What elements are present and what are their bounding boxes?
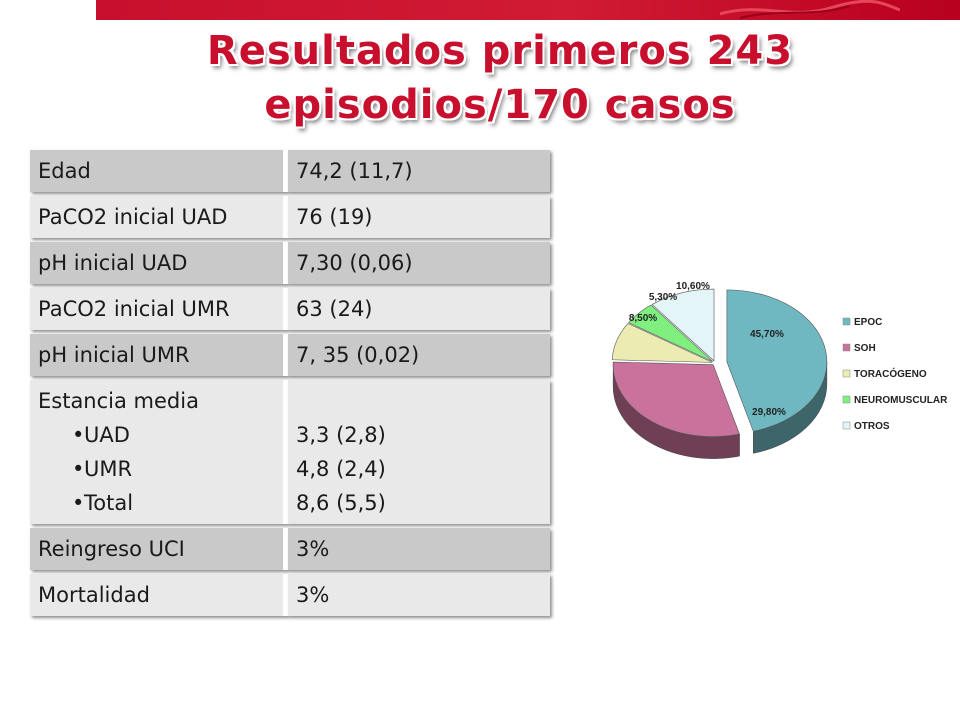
pie-data-label: 45,70% — [750, 329, 784, 340]
legend-swatch — [842, 369, 851, 378]
pie-slice-toracógeno — [611, 323, 713, 363]
row-label: Edad — [30, 150, 288, 192]
table-row: pH inicial UAD 7,30 (0,06) — [30, 242, 550, 284]
legend-entry: TORACÓGENO — [854, 367, 927, 380]
pie-slice-neuromuscular — [628, 304, 713, 362]
table-row: Edad 74,2 (11,7) — [30, 150, 550, 192]
row-label-text: Estancia media — [38, 389, 199, 413]
table-row: Mortalidad 3% — [30, 574, 550, 616]
row-value: 7,30 (0,06) — [288, 242, 550, 284]
row-value: 7, 35 (0,02) — [288, 334, 550, 376]
row-label: pH inicial UMR — [30, 334, 288, 376]
legend-entry: NEUROMUSCULAR — [854, 395, 948, 406]
diagnosis-pie-chart: 45,70% 29,80% 8,50% 5,30%10,60% EPOC SOH TORAC… — [611, 281, 948, 459]
row-value: 74,2 (11,7) — [288, 150, 550, 192]
row-label: pH inicial UAD — [30, 242, 288, 284]
list-item-value: 8,6 (5,5) — [296, 491, 386, 515]
pie-data-label: 10,60% — [676, 281, 710, 292]
table-row: PaCO2 inicial UMR 63 (24) — [30, 288, 550, 330]
legend-entry: SOH — [854, 343, 876, 354]
legend-entry: EPOC — [854, 317, 882, 328]
row-value: 76 (19) — [288, 196, 550, 238]
list-item: UAD — [72, 418, 275, 452]
list-item: Total — [72, 486, 275, 520]
row-value: 63 (24) — [288, 288, 550, 330]
legend-entry: OTROS — [854, 421, 890, 432]
table-row: PaCO2 inicial UAD 76 (19) — [30, 196, 550, 238]
list-item-value: 3,3 (2,8) — [296, 423, 386, 447]
row-label: Reingreso UCI — [30, 528, 288, 570]
legend-swatch — [842, 317, 851, 326]
stay-sublist: UAD UMR Total — [38, 418, 275, 520]
title-line-2: episodios/170 casos — [264, 82, 736, 128]
pie-data-label: 8,50% — [629, 313, 657, 324]
results-table: Edad 74,2 (11,7) PaCO2 inicial UAD 76 (1… — [30, 150, 550, 620]
pie-slice-soh — [612, 361, 740, 437]
pie-data-label: 5,30% — [649, 292, 677, 303]
list-item-value: 4,8 (2,4) — [296, 457, 386, 481]
row-value: 3,3 (2,8) 4,8 (2,4) 8,6 (5,5) — [288, 380, 550, 524]
title-line-1: Resultados primeros 243 — [206, 28, 794, 74]
row-label: Mortalidad — [30, 574, 288, 616]
legend-swatch — [842, 395, 851, 404]
row-label: PaCO2 inicial UAD — [30, 196, 288, 238]
list-item: UMR — [72, 452, 275, 486]
legend-swatch — [842, 421, 851, 430]
slide-title: Resultados primeros 243 episodios/170 ca… — [150, 24, 850, 132]
legend-swatch — [842, 343, 851, 352]
table-row: pH inicial UMR 7, 35 (0,02) — [30, 334, 550, 376]
table-row: Reingreso UCI 3% — [30, 528, 550, 570]
pie-data-label: 29,80% — [752, 407, 786, 418]
pie-slice-otros — [651, 288, 715, 362]
pie-slice-epoc — [726, 289, 828, 432]
row-label: PaCO2 inicial UMR — [30, 288, 288, 330]
row-value: 3% — [288, 528, 550, 570]
row-label: Estancia media UAD UMR Total — [30, 380, 288, 524]
table-row: Estancia media UAD UMR Total 3,3 (2,8) 4… — [30, 380, 550, 524]
header-banner — [96, 0, 960, 20]
decorative-swoosh-icon — [720, 0, 900, 19]
row-value: 3% — [288, 574, 550, 616]
